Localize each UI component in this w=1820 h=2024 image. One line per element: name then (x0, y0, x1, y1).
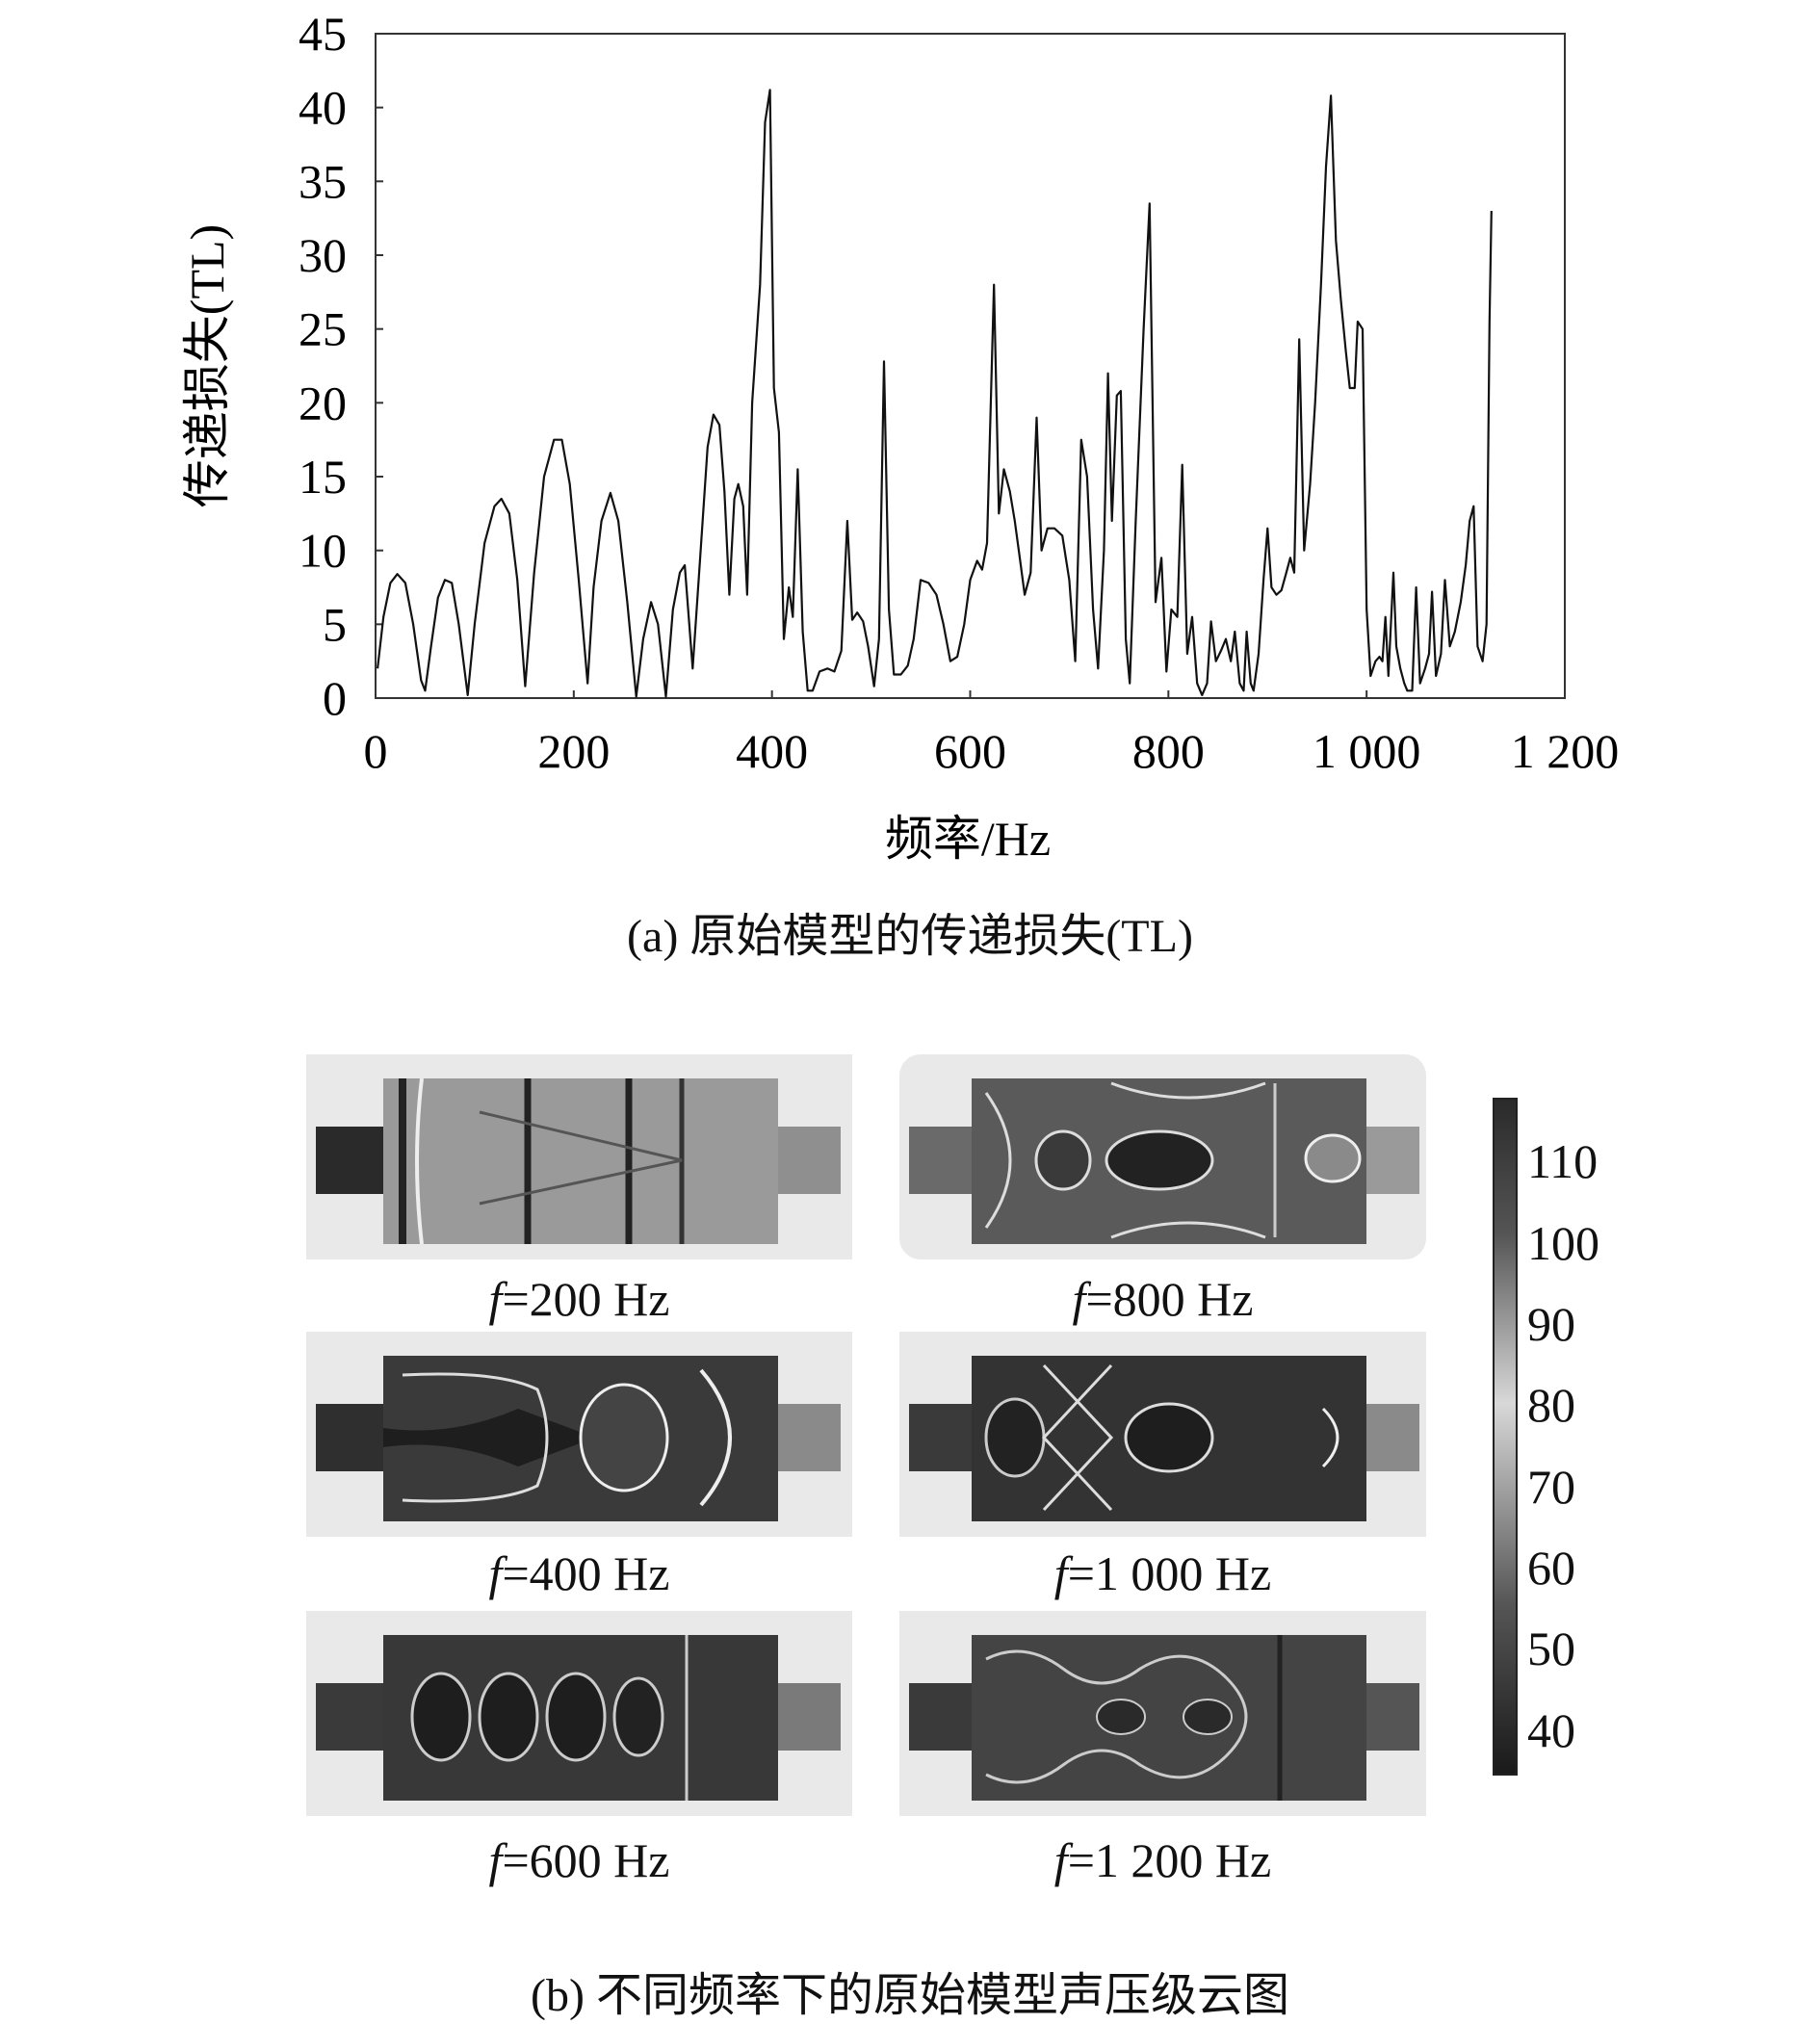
spl-label-800hz: f=800 Hz (1072, 1272, 1254, 1326)
y-tick-label: 25 (299, 302, 347, 356)
colorbar-tick-label: 40 (1527, 1702, 1575, 1757)
colorbar-tick-label: 60 (1527, 1541, 1575, 1596)
spl-map-1200hz (899, 1611, 1426, 1816)
tl-series-line (377, 89, 1493, 698)
y-tick-label: 30 (299, 228, 347, 282)
caption-a: (a) 原始模型的传递损失(TL) (627, 911, 1193, 962)
spl-map-image (909, 1078, 1419, 1244)
spl-label-1200hz: f=1 200 Hz (1053, 1833, 1272, 1887)
x-tick-label: 600 (934, 724, 1006, 778)
spl-map-600hz (306, 1611, 852, 1816)
x-tick-label: 1 000 (1313, 724, 1421, 778)
y-axis-label: 传递损失(TL) (180, 224, 234, 507)
y-tick-label: 5 (323, 597, 347, 651)
transmission-loss-chart: 0 200 400 600 800 1 000 1 200 0 5 10 15 20 25 30 35 40… (180, 7, 1620, 866)
colorbar-tick-label: 100 (1527, 1215, 1599, 1270)
y-tick-label: 0 (323, 671, 347, 725)
colorbar-tick-label: 110 (1527, 1134, 1599, 1189)
spl-label-1000hz: f=1 000 Hz (1053, 1546, 1272, 1600)
colorbar (1493, 1098, 1518, 1776)
x-tick-label: 1 200 (1511, 724, 1620, 778)
y-tick-label: 45 (299, 7, 347, 61)
spl-map-image (316, 1635, 841, 1801)
spl-map-1000hz (899, 1332, 1426, 1537)
x-axis-label: 频率/Hz (885, 812, 1051, 866)
plot-frame (375, 33, 1566, 699)
spl-map-image (316, 1356, 841, 1521)
spl-map-image (316, 1077, 841, 1245)
caption-b: (b) 不同频率下的原始模型声压级云图 (531, 1970, 1289, 2021)
x-tick-label: 0 (364, 724, 388, 778)
colorbar-tick-label: 70 (1527, 1459, 1575, 1514)
colorbar-tick-label: 50 (1527, 1622, 1575, 1676)
spl-map-400hz (306, 1332, 852, 1537)
spl-label-400hz: f=400 Hz (488, 1546, 670, 1600)
colorbar-tick-label: 80 (1527, 1378, 1575, 1433)
y-tick-label: 15 (299, 450, 347, 504)
spl-label-200hz: f=200 Hz (488, 1272, 670, 1326)
spl-map-800hz (899, 1054, 1426, 1259)
spl-label-600hz: f=600 Hz (488, 1833, 670, 1887)
y-tick-label: 35 (299, 154, 347, 208)
x-tick-label: 800 (1132, 724, 1205, 778)
y-tick-label: 10 (299, 524, 347, 578)
spl-map-200hz (306, 1054, 852, 1259)
spl-map-image (909, 1356, 1419, 1521)
x-tick-label: 200 (537, 724, 610, 778)
y-axis: 0 5 10 15 20 25 30 35 40 45 (299, 7, 383, 725)
x-tick-label: 400 (736, 724, 808, 778)
colorbar-tick-label: 90 (1527, 1297, 1575, 1352)
y-tick-label: 40 (299, 81, 347, 135)
x-axis: 0 200 400 600 800 1 000 1 200 (364, 690, 1620, 778)
spl-map-image (909, 1635, 1419, 1801)
y-tick-label: 20 (299, 376, 347, 429)
